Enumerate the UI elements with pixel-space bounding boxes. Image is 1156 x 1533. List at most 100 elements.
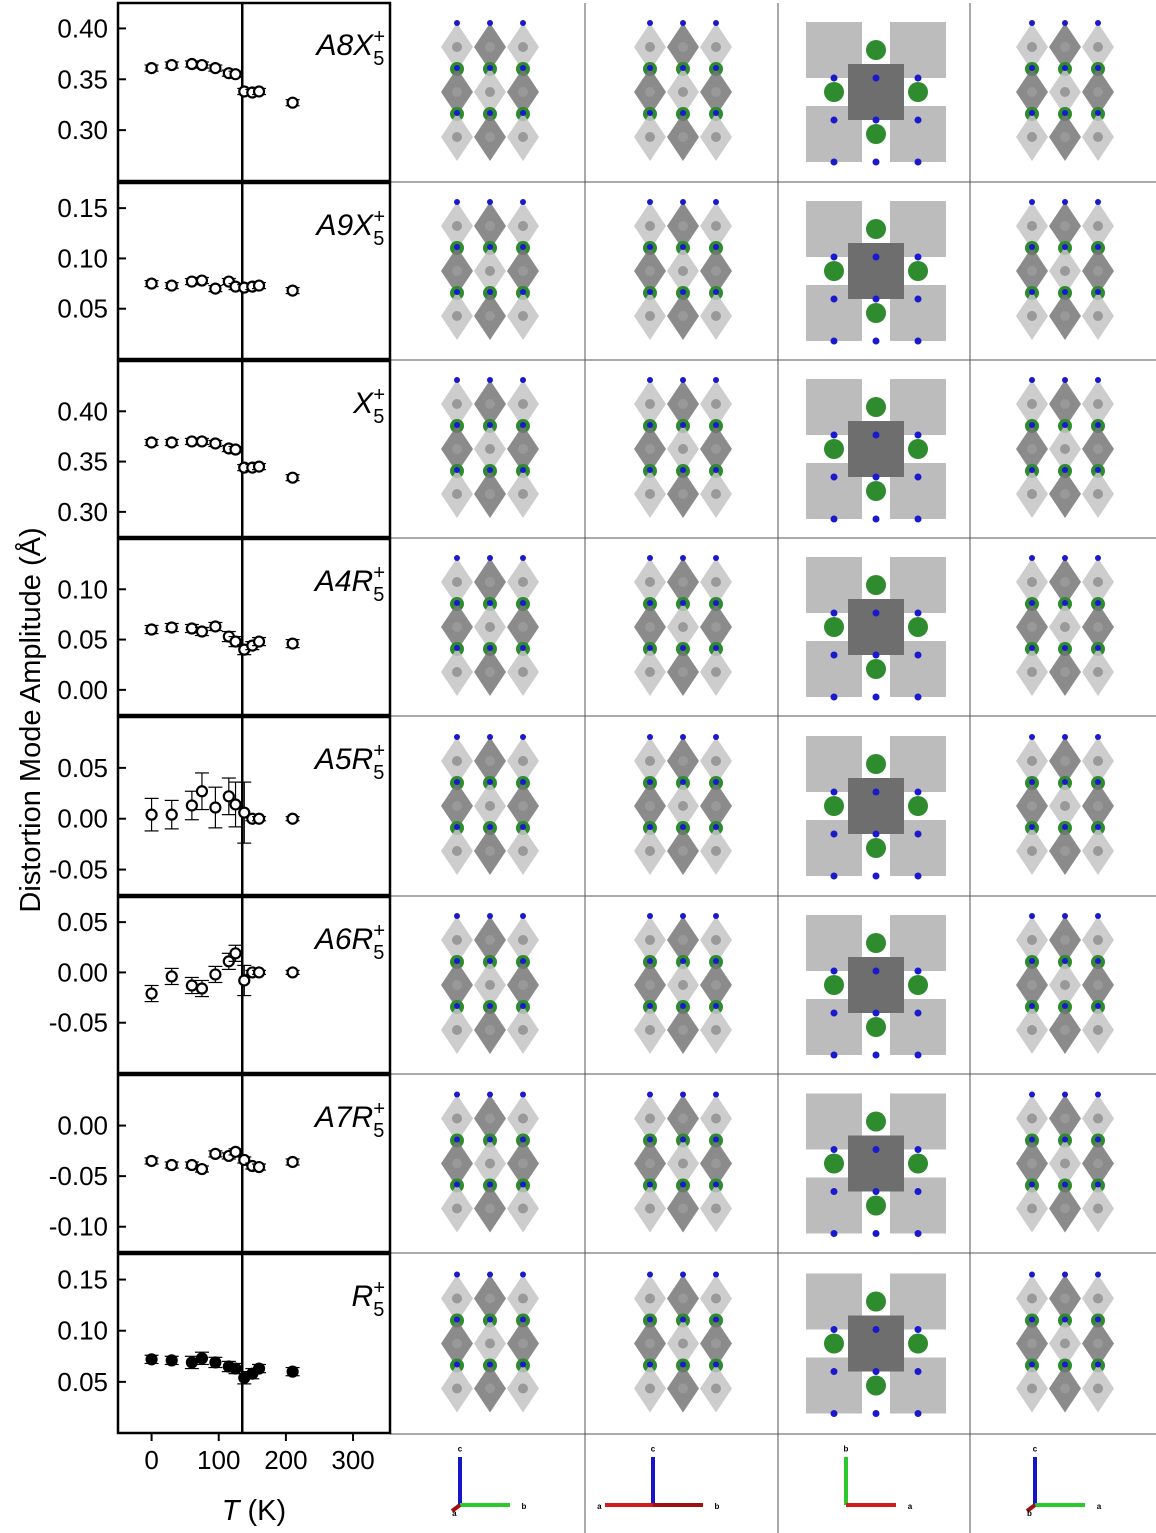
anion xyxy=(914,1230,922,1237)
b-site xyxy=(1027,1113,1037,1124)
data-point xyxy=(286,637,299,650)
b-site xyxy=(1027,444,1037,454)
anion xyxy=(830,116,838,124)
anion xyxy=(487,1316,493,1323)
anion xyxy=(713,20,719,26)
anion xyxy=(872,651,880,659)
anion xyxy=(680,1271,686,1278)
anion xyxy=(487,1003,493,1009)
mode-label-base: A7R xyxy=(313,1101,373,1134)
data-point xyxy=(195,785,209,798)
anion xyxy=(872,788,880,796)
a-site xyxy=(866,397,886,417)
anion xyxy=(914,74,922,82)
b-site xyxy=(678,266,688,276)
a-site xyxy=(824,975,844,995)
b-site xyxy=(1027,756,1037,766)
b-site xyxy=(452,1158,462,1169)
anion xyxy=(914,1188,922,1195)
octahedron xyxy=(848,1315,904,1372)
anion xyxy=(1029,779,1035,785)
b-site xyxy=(645,1293,655,1304)
mode-label: A9X5+ xyxy=(314,206,385,250)
anion xyxy=(872,1051,880,1059)
b-site xyxy=(452,756,462,766)
b-site xyxy=(1060,221,1070,231)
anion xyxy=(454,1181,460,1188)
b-site xyxy=(1027,311,1037,321)
octahedron xyxy=(848,243,904,299)
b-site xyxy=(645,266,655,276)
anion xyxy=(647,289,653,295)
a-site xyxy=(908,82,928,102)
anion xyxy=(680,199,686,205)
data-point xyxy=(209,968,222,981)
b-site xyxy=(485,1293,495,1304)
anion xyxy=(830,651,838,659)
data-point xyxy=(229,68,242,81)
anion xyxy=(487,199,493,205)
anion xyxy=(1029,422,1035,428)
x-tick-label: 300 xyxy=(331,1445,374,1475)
data-point xyxy=(209,282,222,295)
data-point xyxy=(252,1160,266,1174)
anion xyxy=(830,473,838,481)
b-site xyxy=(485,42,495,52)
b-site xyxy=(1060,132,1070,142)
b-site xyxy=(485,444,495,454)
anion xyxy=(872,1146,880,1153)
anion xyxy=(520,1181,526,1188)
anion xyxy=(1095,1003,1101,1009)
a-site xyxy=(866,219,886,239)
anion xyxy=(872,1326,880,1333)
anion xyxy=(454,289,460,295)
data-point xyxy=(145,987,158,1000)
b-site xyxy=(518,311,528,321)
y-tick-label: 0.40 xyxy=(57,396,108,426)
anion xyxy=(487,244,493,250)
anion xyxy=(830,788,838,796)
a-site xyxy=(866,1291,886,1312)
anion xyxy=(1062,65,1068,71)
anion xyxy=(454,1271,460,1278)
data-point xyxy=(252,635,266,648)
a-site xyxy=(866,40,886,60)
anion xyxy=(872,253,880,261)
anion xyxy=(1029,244,1035,250)
data-point xyxy=(252,1362,266,1375)
b-site xyxy=(452,1383,462,1394)
anion xyxy=(647,1091,653,1098)
anion xyxy=(520,1271,526,1278)
octahedron xyxy=(848,64,904,120)
anion xyxy=(454,824,460,830)
anion xyxy=(830,1326,838,1333)
b-site xyxy=(678,1293,688,1304)
anion xyxy=(454,65,460,71)
data-point xyxy=(145,808,158,821)
anion xyxy=(454,110,460,116)
anion xyxy=(520,422,526,428)
y-tick-label: 0.35 xyxy=(57,64,108,94)
b-site xyxy=(1027,1338,1037,1349)
a-site xyxy=(824,261,844,281)
b-site xyxy=(711,846,721,856)
b-site xyxy=(678,980,688,990)
octahedron xyxy=(848,957,904,1013)
anion xyxy=(872,116,880,124)
b-site xyxy=(1027,1203,1037,1214)
anion xyxy=(1095,734,1101,740)
b-site xyxy=(1060,311,1070,321)
b-site xyxy=(518,42,528,52)
b-site xyxy=(678,622,688,632)
b-site xyxy=(1093,87,1103,97)
b-site xyxy=(452,801,462,811)
anion xyxy=(1095,1181,1101,1188)
anion xyxy=(487,1271,493,1278)
axis-letter: c xyxy=(1033,1444,1038,1453)
b-site xyxy=(645,801,655,811)
b-site xyxy=(1093,846,1103,856)
anion xyxy=(914,1326,922,1333)
data-point xyxy=(165,621,178,634)
b-site xyxy=(452,1338,462,1349)
anion xyxy=(872,1230,880,1237)
